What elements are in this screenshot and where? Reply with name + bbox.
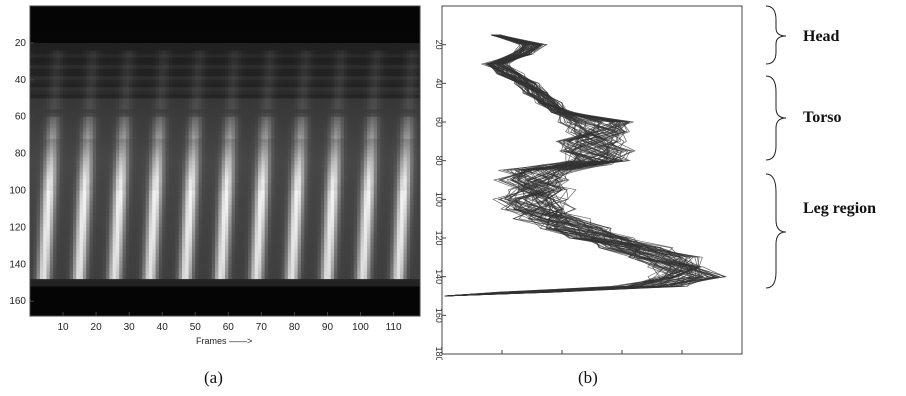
heatmap-plot-area [30, 6, 421, 317]
heatmap-chart: 10 20 30 40 50 60 70 80 90 100 110 204060801001201… [9, 5, 421, 346]
